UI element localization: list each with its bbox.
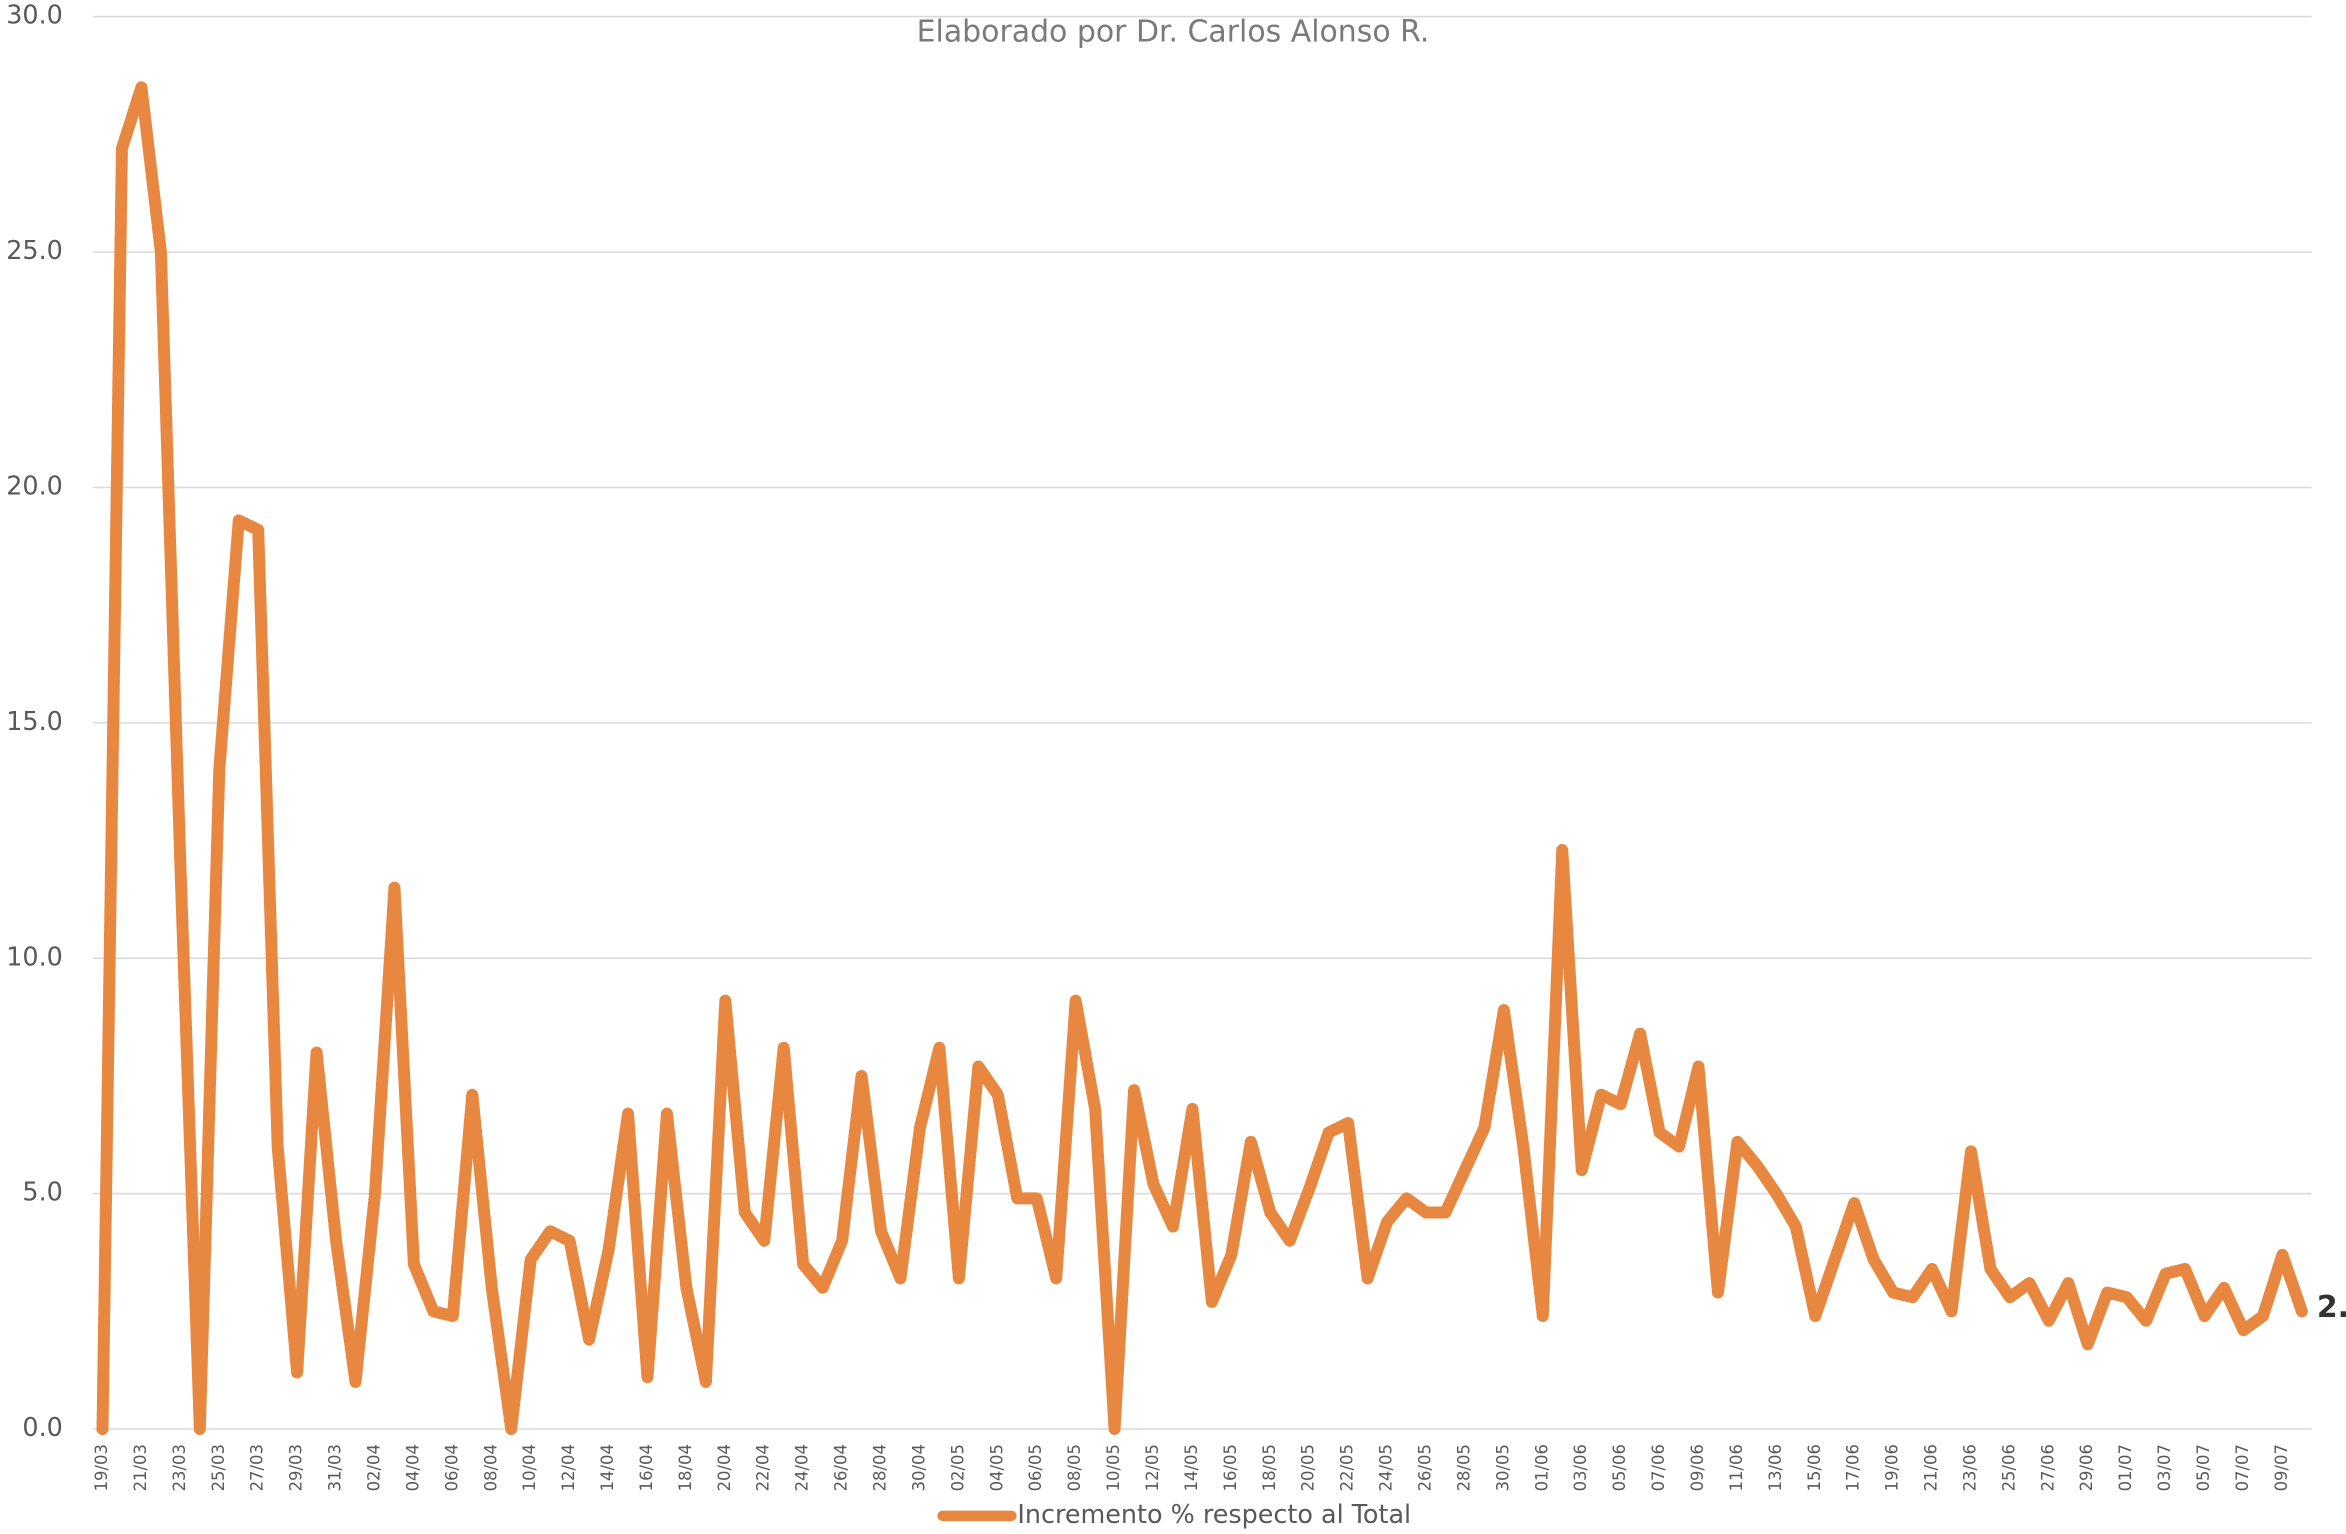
x-tick-label: 08/04 <box>481 1444 500 1491</box>
y-tick-label: 0.0 <box>22 1412 62 1442</box>
x-tick-label: 23/06 <box>1960 1444 1979 1491</box>
chart-subtitle: Elaborado por Dr. Carlos Alonso R. <box>917 15 1430 50</box>
x-tick-label: 06/04 <box>442 1444 461 1491</box>
x-tick-label: 13/06 <box>1766 1444 1785 1491</box>
x-tick-label: 15/06 <box>1805 1444 1824 1491</box>
y-tick-label: 30.0 <box>6 0 63 30</box>
legend-label: Incremento % respecto al Total <box>1017 1499 1411 1529</box>
x-tick-label: 05/06 <box>1610 1444 1629 1491</box>
x-tick-label: 22/05 <box>1338 1444 1357 1491</box>
x-tick-label: 28/05 <box>1454 1444 1473 1491</box>
x-tick-label: 30/04 <box>909 1444 928 1491</box>
x-tick-label: 05/07 <box>2194 1444 2213 1491</box>
x-tick-label: 16/04 <box>637 1444 656 1491</box>
data-label: 2.5 <box>2317 1290 2346 1325</box>
x-tick-label: 11/06 <box>1727 1444 1746 1491</box>
x-tick-label: 20/04 <box>715 1444 734 1491</box>
x-tick-label: 04/04 <box>403 1444 422 1491</box>
x-tick-label: 24/04 <box>793 1444 812 1491</box>
x-tick-label: 18/05 <box>1260 1444 1279 1491</box>
x-tick-label: 01/06 <box>1532 1444 1551 1491</box>
x-tick-label: 25/03 <box>209 1444 228 1491</box>
x-tick-label: 25/06 <box>1999 1444 2018 1491</box>
x-tick-label: 07/06 <box>1649 1444 1668 1491</box>
x-tick-label: 09/06 <box>1688 1444 1707 1491</box>
x-tick-label: 31/03 <box>326 1444 345 1491</box>
x-tick-label: 19/06 <box>1883 1444 1902 1491</box>
x-tick-label: 02/04 <box>364 1444 383 1491</box>
x-tick-label: 29/03 <box>287 1444 306 1491</box>
x-tick-label: 08/05 <box>1065 1444 1084 1491</box>
y-tick-label: 5.0 <box>22 1177 62 1207</box>
x-tick-label: 14/04 <box>598 1444 617 1491</box>
x-tick-label: 18/04 <box>676 1444 695 1491</box>
x-tick-label: 16/05 <box>1221 1444 1240 1491</box>
y-tick-label: 20.0 <box>6 470 63 500</box>
x-tick-label: 17/06 <box>1844 1444 1863 1491</box>
x-tick-label: 27/03 <box>248 1444 267 1491</box>
x-tick-label: 30/05 <box>1493 1444 1512 1491</box>
x-tick-label: 19/03 <box>92 1444 111 1491</box>
y-tick-label: 15.0 <box>6 706 63 736</box>
x-tick-label: 10/05 <box>1104 1444 1123 1491</box>
x-tick-label: 20/05 <box>1299 1444 1318 1491</box>
x-tick-label: 09/07 <box>2272 1444 2291 1491</box>
x-tick-label: 24/05 <box>1377 1444 1396 1491</box>
x-tick-label: 12/05 <box>1143 1444 1162 1491</box>
x-tick-label: 10/04 <box>520 1444 539 1491</box>
y-tick-label: 10.0 <box>6 941 63 971</box>
x-tick-label: 28/04 <box>871 1444 890 1491</box>
x-tick-label: 01/07 <box>2116 1444 2135 1491</box>
x-tick-label: 03/07 <box>2155 1444 2174 1491</box>
x-tick-label: 03/06 <box>1571 1444 1590 1491</box>
x-tick-label: 02/05 <box>948 1444 967 1491</box>
x-tick-label: 23/03 <box>170 1444 189 1491</box>
x-tick-label: 07/07 <box>2233 1444 2252 1491</box>
x-tick-label: 06/05 <box>1026 1444 1045 1491</box>
legend: Incremento % respecto al Total <box>937 1499 1411 1529</box>
data-line <box>96 81 2308 1436</box>
x-tick-label: 21/03 <box>131 1444 150 1491</box>
x-tick-label: 04/05 <box>987 1444 1006 1491</box>
x-tick-label: 29/06 <box>2077 1444 2096 1491</box>
x-tick-label: 21/06 <box>1922 1444 1941 1491</box>
y-tick-label: 25.0 <box>6 235 63 265</box>
x-tick-label: 22/04 <box>754 1444 773 1491</box>
x-tick-label: 26/05 <box>1416 1444 1435 1491</box>
x-tick-label: 14/05 <box>1182 1444 1201 1491</box>
x-tick-label: 27/06 <box>2038 1444 2057 1491</box>
x-tick-label: 26/04 <box>832 1444 851 1491</box>
x-tick-label: 12/04 <box>559 1444 578 1491</box>
